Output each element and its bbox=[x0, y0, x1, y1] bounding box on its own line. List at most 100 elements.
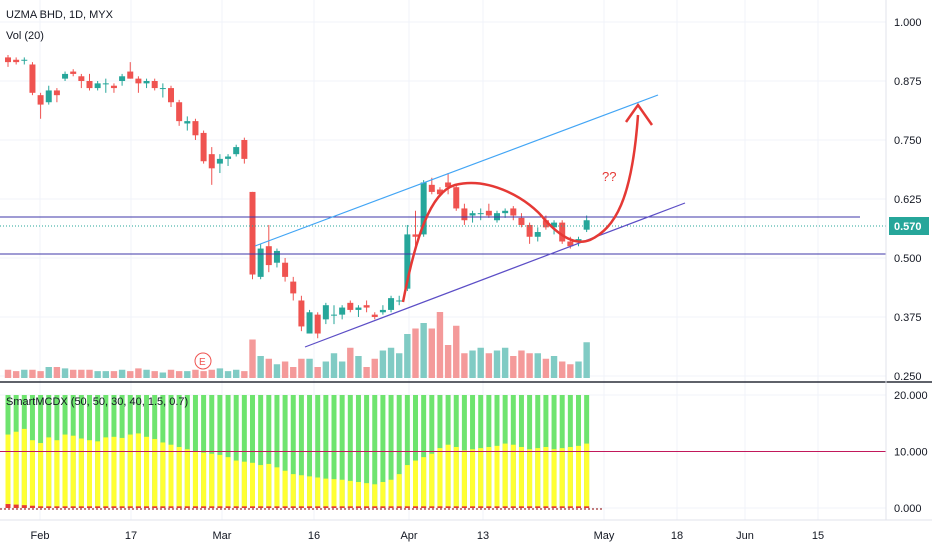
volume-bar bbox=[477, 347, 484, 378]
volume-bar bbox=[102, 371, 109, 378]
mcdx-red-bar bbox=[119, 506, 125, 508]
volume-bar bbox=[347, 347, 354, 378]
mcdx-red-bar bbox=[323, 506, 329, 508]
volume-bar bbox=[167, 369, 175, 378]
projection-question-text: ?? bbox=[602, 169, 616, 184]
mcdx-yellow-bar bbox=[38, 443, 44, 508]
volume-bar bbox=[4, 369, 12, 378]
mcdx-yellow-bar bbox=[486, 446, 492, 508]
mcdx-red-bar bbox=[184, 506, 190, 508]
volume-bar bbox=[355, 356, 362, 378]
mcdx-tick-label: 10.000 bbox=[894, 447, 928, 459]
volume-bar bbox=[387, 347, 395, 378]
mcdx-red-bar bbox=[217, 506, 223, 508]
volume-bar bbox=[444, 345, 452, 378]
mcdx-red-bar bbox=[233, 506, 239, 508]
mcdx-yellow-bar bbox=[502, 443, 508, 508]
candle-body bbox=[110, 85, 117, 89]
volume-bar bbox=[29, 369, 36, 378]
candle-body bbox=[21, 59, 28, 61]
volume-bar bbox=[135, 368, 142, 378]
volume-bar bbox=[559, 361, 566, 378]
mcdx-red-bar bbox=[225, 506, 231, 508]
volume-bar bbox=[338, 361, 346, 378]
mcdx-red-bar bbox=[160, 506, 166, 508]
mcdx-red-bar bbox=[152, 506, 158, 508]
mcdx-yellow-bar bbox=[201, 452, 207, 508]
volume-bar bbox=[184, 371, 191, 378]
mcdx-red-bar bbox=[445, 506, 451, 508]
mcdx-yellow-bar bbox=[250, 462, 255, 508]
mcdx-yellow-bar bbox=[461, 450, 467, 508]
volume-bar bbox=[330, 353, 338, 378]
mcdx-red-bar bbox=[290, 506, 296, 508]
mcdx-red-bar bbox=[95, 506, 101, 508]
mcdx-red-bar bbox=[404, 506, 410, 508]
candle-body bbox=[347, 302, 354, 310]
mcdx-yellow-bar bbox=[298, 475, 304, 508]
candle-body bbox=[469, 213, 476, 216]
candle-body bbox=[428, 184, 435, 192]
mcdx-red-bar bbox=[127, 506, 133, 508]
mcdx-red-bar bbox=[331, 506, 337, 508]
price-tick-label: 0.625 bbox=[894, 194, 922, 206]
mcdx-red-bar bbox=[201, 506, 207, 508]
mcdx-red-bar bbox=[576, 506, 581, 508]
volume-bar bbox=[404, 334, 411, 378]
candle-body bbox=[355, 307, 362, 310]
mcdx-red-bar bbox=[103, 506, 109, 508]
mcdx-red-bar bbox=[70, 506, 76, 508]
mcdx-yellow-bar bbox=[160, 442, 166, 508]
candle-body bbox=[70, 71, 77, 74]
volume-bar bbox=[21, 369, 28, 378]
mcdx-yellow-bar bbox=[258, 465, 264, 508]
candle-body bbox=[567, 241, 574, 247]
mcdx-yellow-bar bbox=[5, 434, 11, 508]
candle-body bbox=[102, 83, 109, 85]
volume-bar bbox=[306, 358, 313, 378]
candle-body bbox=[379, 309, 386, 313]
mcdx-yellow-bar bbox=[380, 482, 386, 508]
mcdx-red-bar bbox=[567, 506, 573, 508]
mcdx-red-bar bbox=[250, 506, 255, 508]
mcdx-red-bar bbox=[298, 506, 304, 508]
candle-body bbox=[143, 81, 150, 84]
mcdx-yellow-bar bbox=[192, 451, 198, 508]
mcdx-red-bar bbox=[355, 506, 361, 508]
candle-body bbox=[388, 298, 395, 310]
volume-bar bbox=[273, 364, 281, 378]
candle-body bbox=[420, 182, 427, 235]
volume-bar bbox=[493, 350, 501, 378]
candle-body bbox=[314, 314, 321, 334]
volume-bar bbox=[453, 325, 460, 378]
mcdx-yellow-bar bbox=[184, 449, 190, 508]
earnings-marker[interactable]: E bbox=[194, 352, 212, 370]
volume-bar bbox=[518, 350, 525, 378]
mcdx-yellow-bar bbox=[111, 436, 117, 508]
mcdx-red-bar bbox=[258, 506, 264, 508]
volume-bar bbox=[249, 339, 256, 378]
mcdx-yellow-bar bbox=[290, 474, 296, 508]
candle-body bbox=[551, 222, 558, 228]
volume-bar bbox=[396, 353, 403, 378]
candle-body bbox=[135, 78, 142, 84]
mcdx-red-bar bbox=[78, 506, 84, 508]
volume-bar bbox=[469, 350, 476, 378]
mcdx-red-bar bbox=[421, 506, 427, 508]
volume-bar bbox=[45, 367, 52, 378]
mcdx-yellow-bar bbox=[144, 436, 150, 508]
volume-bar bbox=[70, 369, 77, 378]
mcdx-red-bar bbox=[54, 506, 60, 508]
mcdx-yellow-bar bbox=[364, 483, 370, 508]
mcdx-yellow-bar bbox=[323, 478, 329, 508]
time-tick-label: 13 bbox=[477, 530, 489, 542]
volume-bar bbox=[567, 364, 574, 378]
volume-bar bbox=[127, 371, 134, 378]
candle-body bbox=[371, 314, 378, 317]
mcdx-yellow-bar bbox=[388, 479, 394, 508]
mcdx-red-bar bbox=[396, 506, 402, 508]
mcdx-red-bar bbox=[388, 506, 394, 508]
candle-body bbox=[518, 217, 525, 225]
mcdx-red-bar bbox=[209, 506, 215, 508]
